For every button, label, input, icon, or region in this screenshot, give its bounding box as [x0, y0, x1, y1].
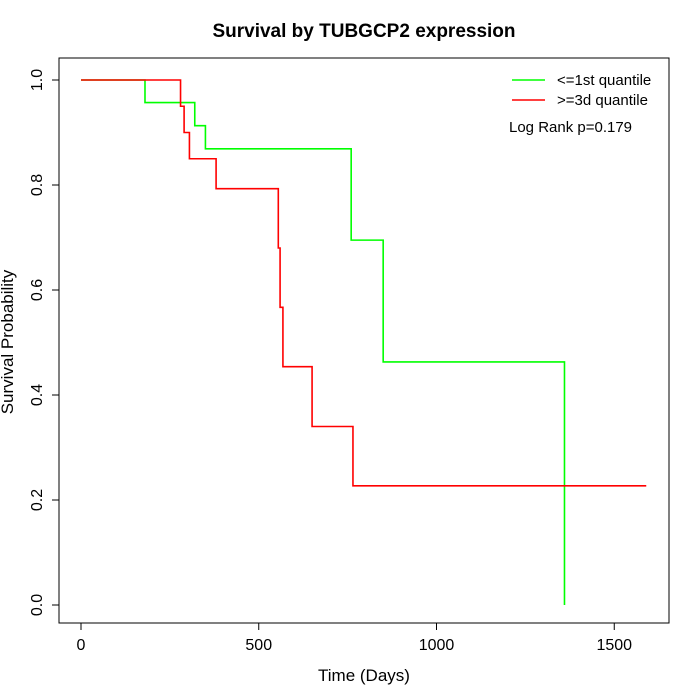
legend-label: <=1st quantile	[557, 72, 651, 89]
y-axis-label: Survival Probability	[0, 269, 17, 414]
series-layer	[81, 79, 647, 605]
y-tick-label: 0.0	[29, 594, 46, 616]
plot-frame	[58, 57, 670, 624]
x-axis-label: Time (Days)	[318, 666, 410, 685]
y-tick-label: 1.0	[29, 69, 46, 91]
legend: <=1st quantile >=3d quantile	[512, 72, 651, 109]
x-tick-label: 1000	[419, 637, 455, 654]
survival-curve-2	[81, 79, 647, 487]
y-tick-label: 0.6	[29, 279, 46, 301]
x-tick-label: 1500	[596, 637, 632, 654]
log-rank-annotation: Log Rank p=0.179	[509, 119, 632, 136]
legend-label: >=3d quantile	[557, 92, 648, 109]
y-tick-label: 0.4	[29, 384, 46, 406]
x-axis: 0 500 1000 1500	[77, 622, 632, 654]
survival-curve-1	[81, 79, 566, 605]
y-tick-label: 0.2	[29, 489, 46, 511]
x-tick-label: 0	[77, 637, 86, 654]
chart-title: Survival by TUBGCP2 expression	[212, 21, 515, 42]
x-tick-label: 500	[245, 637, 272, 654]
y-tick-label: 0.8	[29, 174, 46, 196]
y-axis: 0.0 0.2 0.4 0.6 0.8 1.0	[29, 69, 60, 616]
